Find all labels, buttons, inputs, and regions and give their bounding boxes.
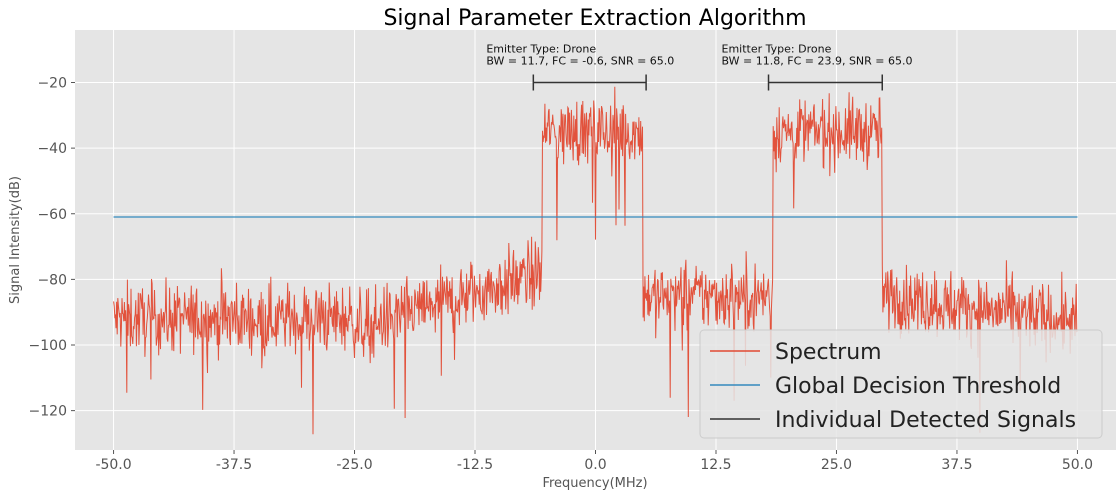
- x-tick-label: -25.0: [336, 457, 372, 473]
- y-tick-label: −120: [29, 404, 67, 420]
- annotation-parameters: BW = 11.7, FC = -0.6, SNR = 65.0: [486, 55, 674, 68]
- annotation-parameters: BW = 11.8, FC = 23.9, SNR = 65.0: [722, 55, 913, 68]
- legend-box: [699, 329, 1103, 439]
- x-axis-label: Frequency(MHz): [542, 476, 647, 491]
- annotation-emitter-type: Emitter Type: Drone: [722, 43, 832, 56]
- x-tick-label: 12.5: [700, 457, 731, 473]
- series-layer: [113, 86, 1078, 435]
- x-tick-label: 50.0: [1062, 457, 1093, 473]
- x-axis-ticks: -50.0 -37.5 -25.0 -12.5 0.0 12.5 25.0 37.5 50.0: [95, 450, 1093, 473]
- annotation-emitter-type: Emitter Type: Drone: [486, 43, 596, 56]
- y-axis-label: Signal Intensity(dB): [8, 176, 23, 304]
- y-tick-label: −100: [29, 338, 67, 354]
- x-tick-label: -37.5: [216, 457, 252, 473]
- chart-title: Signal Parameter Extraction Algorithm: [383, 6, 806, 31]
- y-axis-ticks: −20 −40 −60 −80 −100 −120: [29, 76, 75, 420]
- x-tick-label: 37.5: [941, 457, 972, 473]
- y-tick-label: −20: [37, 76, 67, 92]
- legend-label-threshold: Global Decision Threshold: [775, 374, 1061, 399]
- x-tick-label: 0.0: [584, 457, 606, 473]
- y-tick-label: −80: [37, 272, 67, 288]
- legend-label-detected-signals: Individual Detected Signals: [775, 408, 1076, 433]
- legend-label-spectrum: Spectrum: [775, 340, 882, 365]
- legend: Spectrum Global Decision Threshold Indiv…: [699, 329, 1103, 439]
- x-tick-label: 25.0: [821, 457, 852, 473]
- y-tick-label: −60: [37, 207, 67, 223]
- y-tick-label: −40: [37, 141, 67, 157]
- x-tick-label: -12.5: [457, 457, 493, 473]
- x-tick-label: -50.0: [95, 457, 131, 473]
- spectrum-line: [113, 86, 1078, 435]
